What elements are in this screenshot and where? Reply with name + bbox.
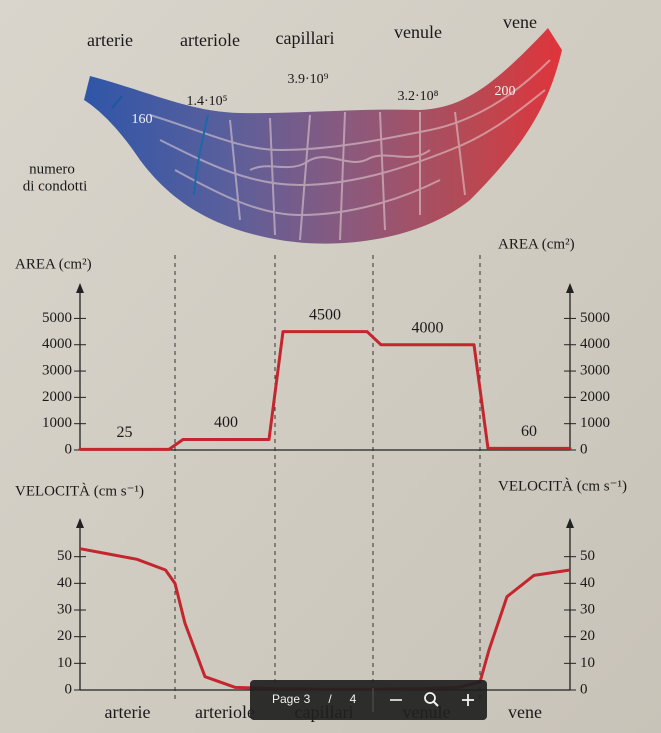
y2-axis-title: AREA (cm²) bbox=[498, 236, 575, 252]
vessel-name: arterie bbox=[87, 30, 133, 50]
y-tick-label: 40 bbox=[57, 575, 72, 591]
y-tick-label: 3000 bbox=[42, 362, 72, 378]
vessel-name: vene bbox=[503, 12, 537, 32]
y-tick-label: 0 bbox=[65, 681, 73, 697]
x-tick-label: arteriole bbox=[195, 702, 255, 722]
value-label: 60 bbox=[521, 423, 537, 440]
y-tick-label: 10 bbox=[57, 655, 72, 671]
y2-tick-label: 1000 bbox=[580, 415, 610, 431]
vessel-name: venule bbox=[394, 22, 442, 42]
y2-tick-label: 0 bbox=[580, 441, 588, 457]
vessel-name: capillari bbox=[276, 28, 335, 48]
zoom-in-button[interactable] bbox=[456, 688, 480, 712]
viewer-toolbar: Page 3 / 4 bbox=[250, 680, 487, 720]
y-tick-label: 2000 bbox=[42, 389, 72, 405]
y-tick-label: 0 bbox=[65, 441, 73, 457]
count-label: numero bbox=[29, 161, 75, 177]
value-label: 400 bbox=[214, 414, 238, 431]
y2-tick-label: 30 bbox=[580, 601, 595, 617]
vessel-count: 1.4·10⁵ bbox=[186, 94, 227, 109]
y2-tick-label: 50 bbox=[580, 548, 595, 564]
x-tick-label: vene bbox=[508, 702, 542, 722]
y-tick-label: 30 bbox=[57, 601, 72, 617]
y-tick-label: 1000 bbox=[42, 415, 72, 431]
y2-tick-label: 4000 bbox=[580, 336, 610, 352]
page-label: Page bbox=[272, 692, 300, 706]
page: Area e velocità nei vasi html, body { ma… bbox=[0, 0, 661, 733]
y2-tick-label: 3000 bbox=[580, 362, 610, 378]
y-axis-title: AREA (cm²) bbox=[15, 256, 92, 272]
vessel-count: 160 bbox=[132, 112, 153, 127]
screenshot: arterie arteriole capillari venule vene 160 1.… bbox=[0, 0, 661, 733]
value-label: 4500 bbox=[309, 306, 341, 323]
y2-axis-title: VELOCITÀ (cm s⁻¹) bbox=[498, 477, 627, 494]
zoom-out-button[interactable] bbox=[384, 688, 408, 712]
y-tick-label: 5000 bbox=[42, 310, 72, 326]
y-tick-label: 4000 bbox=[42, 336, 72, 352]
y-axis-title: VELOCITÀ (cm s⁻¹) bbox=[15, 482, 144, 499]
value-label: 4000 bbox=[412, 319, 444, 336]
y2-tick-label: 10 bbox=[580, 655, 595, 671]
count-label: di condotti bbox=[23, 178, 88, 194]
y2-tick-label: 2000 bbox=[580, 389, 610, 405]
value-label: 25 bbox=[117, 424, 133, 441]
vessel-count: 3.9·10⁹ bbox=[287, 72, 328, 87]
y2-tick-label: 5000 bbox=[580, 310, 610, 326]
current-page[interactable]: 3 bbox=[304, 692, 311, 706]
y2-tick-label: 20 bbox=[580, 628, 595, 644]
body: {"diagram": {"vessels": ["arterie", "art… bbox=[0, 0, 661, 733]
vessel-name: arteriole bbox=[180, 30, 240, 50]
y2-tick-label: 0 bbox=[580, 681, 588, 697]
y-tick-label: 20 bbox=[57, 628, 72, 644]
y2-tick-label: 40 bbox=[580, 575, 595, 591]
total-pages: 4 bbox=[350, 692, 357, 706]
y-tick-label: 50 bbox=[57, 548, 72, 564]
vessel-count: 3.2·10⁸ bbox=[397, 89, 438, 104]
x-tick-label: arterie bbox=[105, 702, 151, 722]
vessel-count: 200 bbox=[495, 84, 516, 99]
